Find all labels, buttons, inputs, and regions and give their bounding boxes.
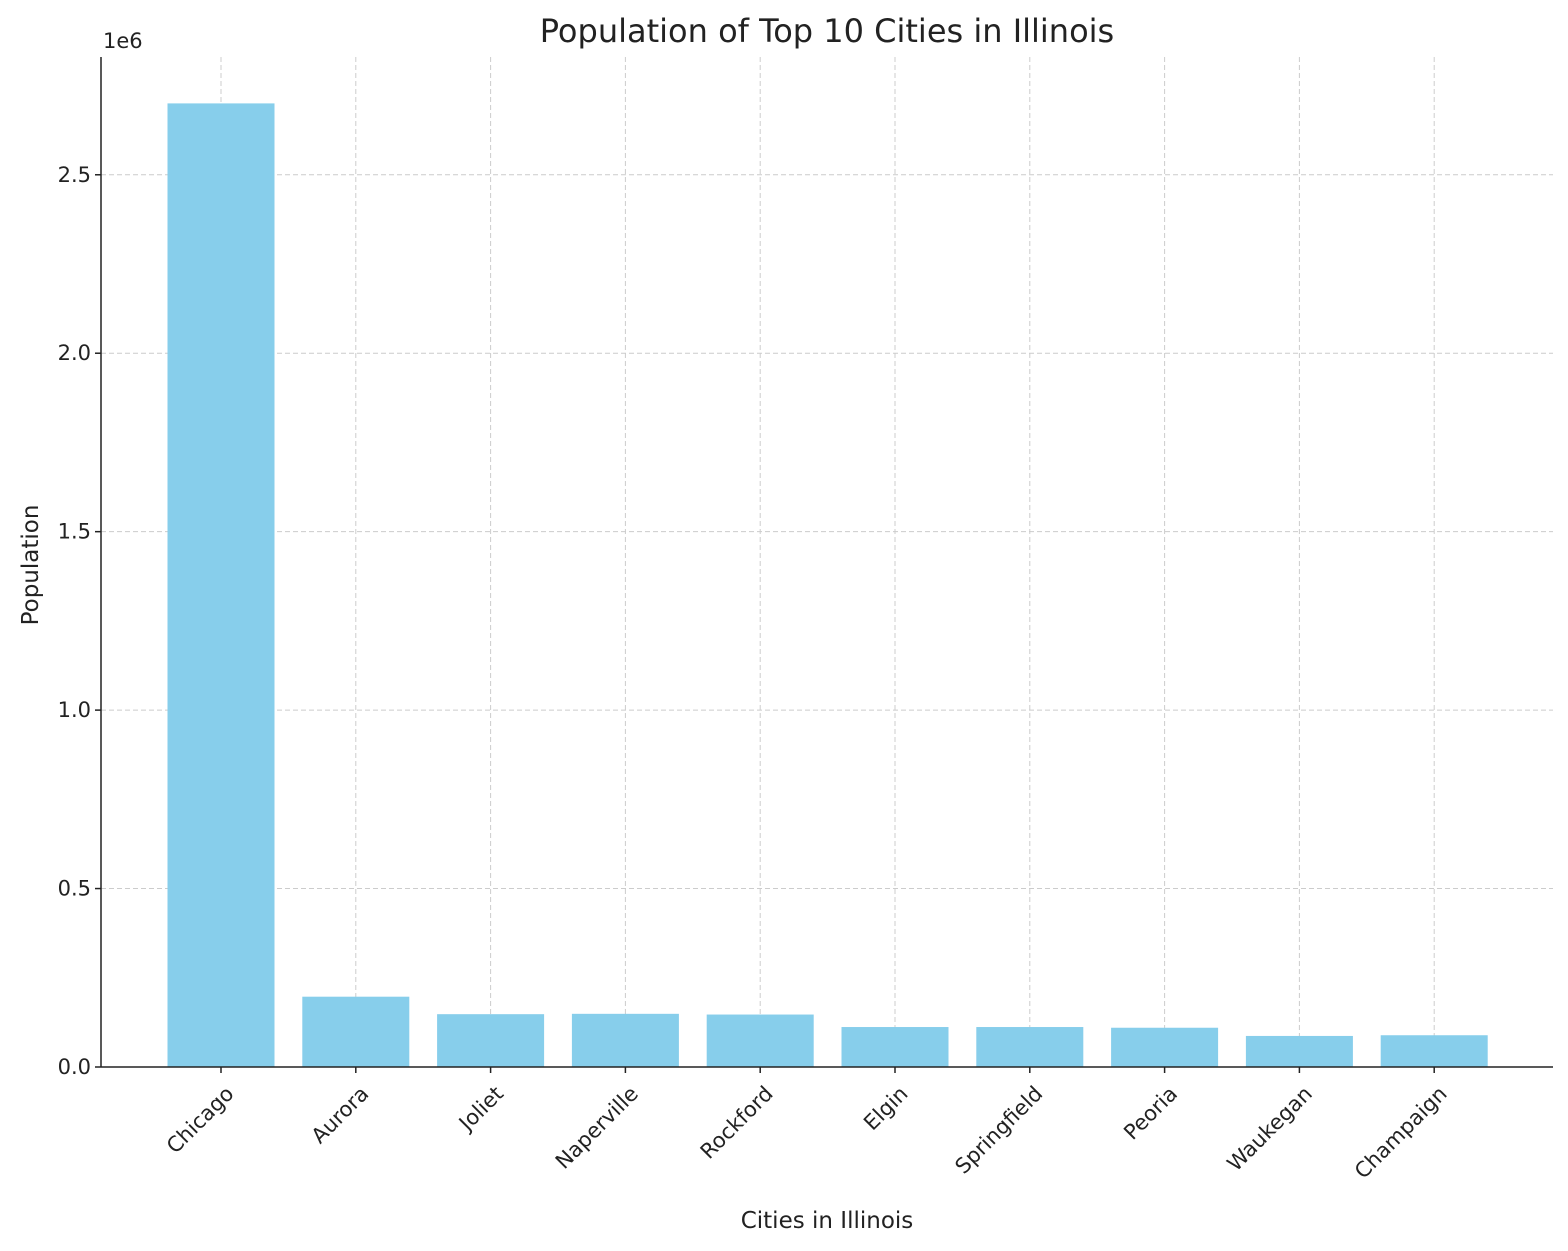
bar-aurora (302, 996, 410, 1067)
x-axis-label: Cities in Illinois (741, 1208, 914, 1234)
x-tick-label: Rockford (696, 1082, 778, 1164)
bar-joliet (437, 1014, 545, 1067)
x-tick-label: Elgin (859, 1082, 912, 1135)
x-tick-label: Joliet (453, 1082, 508, 1137)
axes: 0.0 0.5 1.0 1.5 2.0 2.5 Chicago Aurora Joliet Nap… (58, 57, 1553, 1183)
bar-springfield (976, 1027, 1084, 1067)
y-tick-label: 0.5 (58, 877, 91, 901)
grid (101, 57, 1553, 1067)
x-tick-label: Champaign (1350, 1082, 1452, 1184)
bar-naperville (571, 1013, 679, 1067)
y-tick-label: 2.5 (58, 163, 91, 187)
x-tick-label: Waukegan (1223, 1082, 1317, 1176)
bar-champaign (1380, 1035, 1488, 1067)
y-tick-label: 0.0 (58, 1055, 91, 1079)
bar-elgin (841, 1027, 949, 1067)
bar-rockford (706, 1014, 814, 1067)
y-axis-label: Population (18, 505, 44, 626)
x-tick-label: Chicago (162, 1082, 239, 1159)
x-tick-label: Peoria (1119, 1082, 1182, 1145)
y-offset-label: 1e6 (103, 29, 143, 53)
bar-peoria (1111, 1027, 1219, 1067)
y-tick-label: 1.5 (58, 520, 91, 544)
y-tick-label: 2.0 (58, 341, 91, 365)
bar-chicago (167, 103, 275, 1068)
x-tick-label: Naperville (551, 1082, 643, 1174)
y-tick-label: 1.0 (58, 698, 91, 722)
bars (167, 103, 1488, 1068)
x-tick-label: Aurora (307, 1082, 374, 1149)
x-tick-label: Springfield (950, 1082, 1047, 1179)
chart-title: Population of Top 10 Cities in Illinois (540, 12, 1114, 50)
bar-waukegan (1245, 1035, 1353, 1067)
